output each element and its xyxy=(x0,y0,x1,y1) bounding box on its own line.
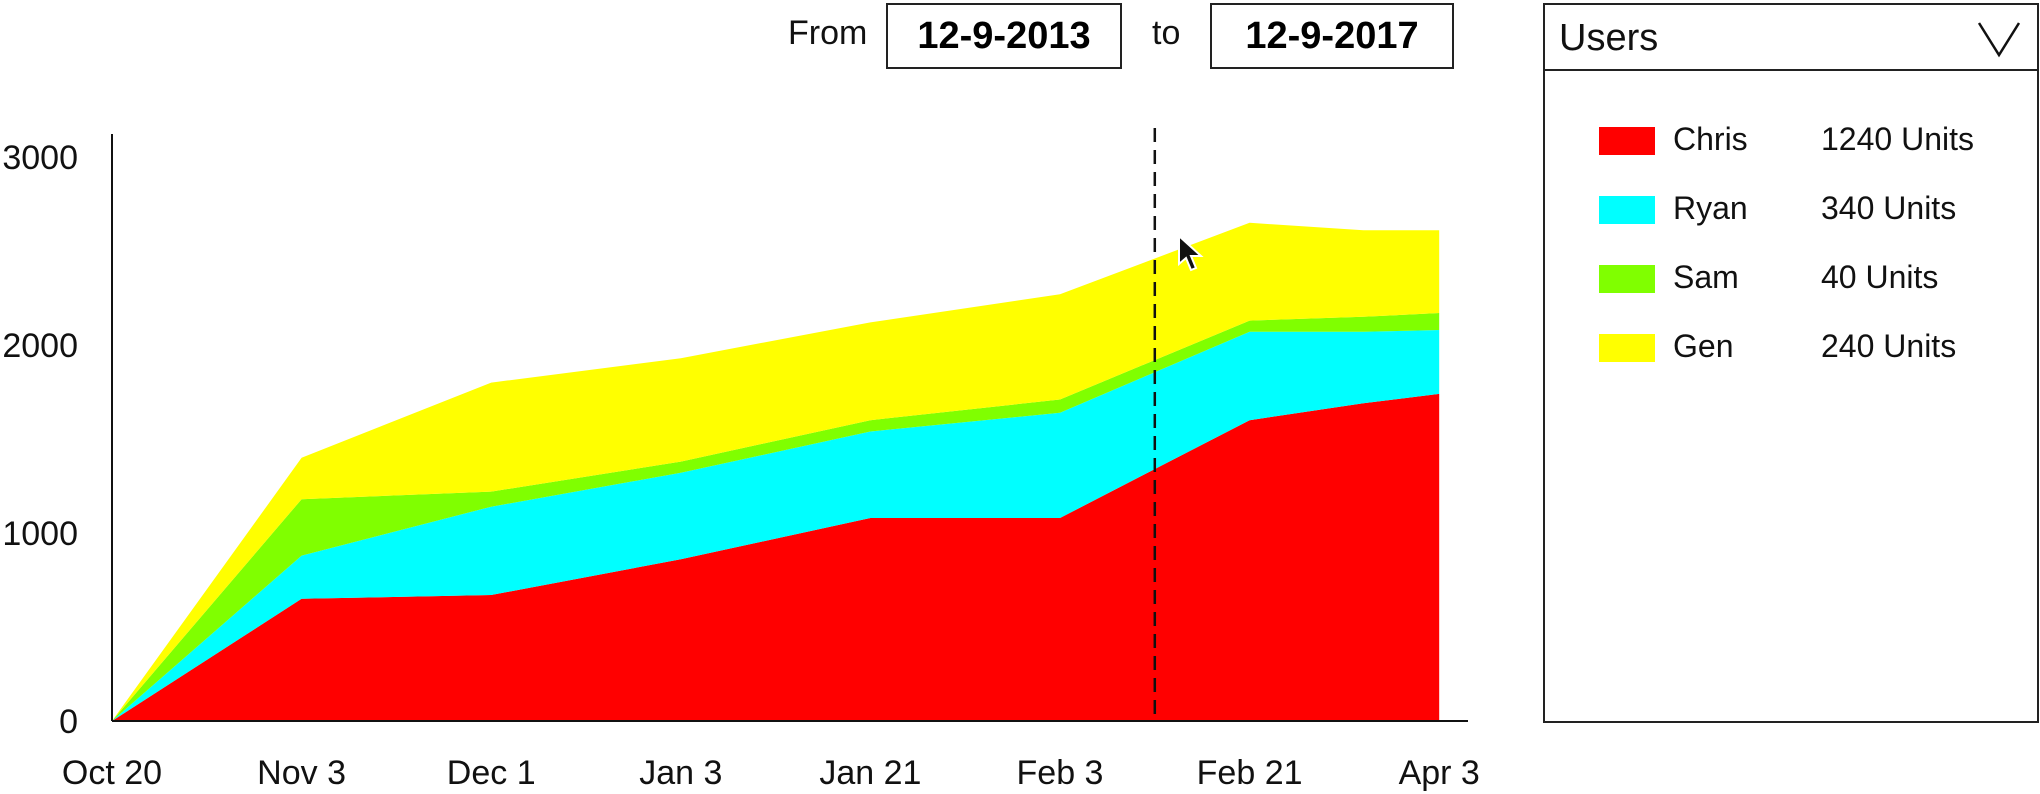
chart-areas xyxy=(112,222,1440,722)
legend-name: Gen xyxy=(1673,328,1734,364)
legend-swatch-sam xyxy=(1599,265,1655,293)
x-tick-label: Apr 3 xyxy=(1399,754,1480,792)
legend-value: 1240 Units xyxy=(1821,121,1974,157)
legend-swatch-ryan xyxy=(1599,196,1655,224)
x-tick-label: Feb 21 xyxy=(1197,754,1303,792)
x-tick-label: Nov 3 xyxy=(257,754,346,792)
from-date-input[interactable]: 12-9-2013 xyxy=(886,3,1122,69)
to-label: to xyxy=(1152,14,1181,52)
legend-name: Sam xyxy=(1673,259,1739,295)
y-tick-label: 2000 xyxy=(2,327,78,365)
x-tick-labels: Oct 20 Nov 3 Dec 1 Jan 3 Jan 21 Feb 3 Feb 21 Ap… xyxy=(62,754,1480,792)
y-tick-label: 0 xyxy=(59,703,78,741)
legend-item-gen: Gen 240 Units xyxy=(1599,326,2019,366)
x-tick-label: Jan 3 xyxy=(639,754,722,792)
x-tick-label: Feb 3 xyxy=(1017,754,1104,792)
users-panel: Users Chris 1240 Units Ryan 340 Units Sa… xyxy=(1543,3,2039,723)
legend-value: 240 Units xyxy=(1821,328,1957,364)
y-tick-label: 1000 xyxy=(2,515,78,553)
area-series-gen xyxy=(112,222,1440,722)
x-tick-label: Jan 21 xyxy=(819,754,921,792)
mouse-cursor-icon xyxy=(1178,234,1204,272)
legend-swatch-gen xyxy=(1599,334,1655,362)
x-tick-label: Oct 20 xyxy=(62,754,162,792)
from-label: From xyxy=(788,14,868,52)
chart-axes xyxy=(111,134,1468,722)
y-tick-labels: 0 1000 2000 3000 xyxy=(2,139,78,741)
chevron-down-icon[interactable] xyxy=(1977,19,2021,59)
users-dropdown[interactable]: Users xyxy=(1545,5,2037,71)
x-tick-label: Dec 1 xyxy=(447,754,536,792)
legend-value: 340 Units xyxy=(1821,190,1957,226)
legend-item-sam: Sam 40 Units xyxy=(1599,257,2019,297)
legend-swatch-chris xyxy=(1599,127,1655,155)
legend-item-chris: Chris 1240 Units xyxy=(1599,119,2019,159)
y-tick-label: 3000 xyxy=(2,139,78,177)
legend-item-ryan: Ryan 340 Units xyxy=(1599,188,2019,228)
legend-name: Chris xyxy=(1673,121,1748,157)
to-date-input[interactable]: 12-9-2017 xyxy=(1210,3,1454,69)
legend-value: 40 Units xyxy=(1821,259,1939,295)
users-dropdown-label: Users xyxy=(1559,17,1659,59)
area-series-ryan xyxy=(112,330,1440,721)
area-series-chris xyxy=(112,393,1440,721)
area-series-sam xyxy=(112,313,1440,721)
legend-name: Ryan xyxy=(1673,190,1748,226)
